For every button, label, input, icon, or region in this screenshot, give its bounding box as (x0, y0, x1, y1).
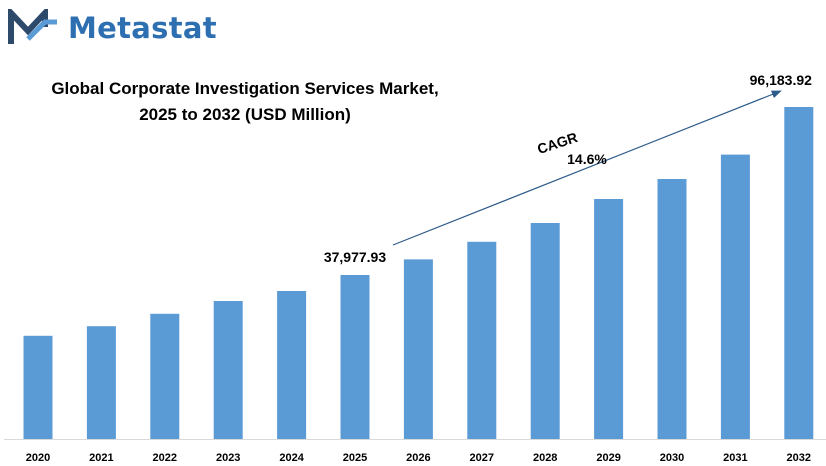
bar-2029 (594, 199, 624, 439)
x-tick-label-2021: 2021 (89, 452, 113, 464)
bar-2030 (657, 179, 687, 439)
bar-2026 (403, 259, 433, 439)
bar-2027 (467, 241, 497, 439)
metastat-logo-icon (8, 9, 57, 44)
bar-2028 (530, 223, 560, 439)
end-value-label: 96,183.92 (750, 72, 812, 88)
x-tick-label-2020: 2020 (26, 452, 50, 464)
x-tick-label-2026: 2026 (406, 452, 430, 464)
start-value-label: 37,977.93 (324, 249, 386, 265)
x-tick-label-2027: 2027 (470, 452, 494, 464)
x-tick-label-2032: 2032 (787, 452, 811, 464)
x-tick-label-2025: 2025 (343, 452, 367, 464)
x-tick-label-2024: 2024 (279, 452, 304, 464)
chart-title-line-2: 2025 to 2032 (USD Million) (139, 105, 351, 124)
x-tick-label-2023: 2023 (216, 452, 240, 464)
bar-2024 (277, 291, 307, 439)
x-tick-label-2029: 2029 (596, 452, 620, 464)
chart-title: Global Corporate Investigation Services … (20, 76, 470, 128)
chart-title-line-1: Global Corporate Investigation Services … (51, 79, 439, 98)
bar-2025 (340, 275, 370, 439)
brand-name: Metastat (68, 11, 217, 45)
x-tick-label-2028: 2028 (533, 452, 557, 464)
cagr-value-label: 14.6% (567, 151, 607, 167)
bar-2031 (720, 154, 750, 439)
brand-logo: Metastat (8, 8, 217, 48)
bar-2021 (86, 326, 116, 439)
bar-2023 (213, 301, 243, 439)
cagr-trend-arrow (392, 90, 782, 246)
x-tick-label-2030: 2030 (660, 452, 684, 464)
x-tick-label-2022: 2022 (153, 452, 177, 464)
bar-2022 (150, 313, 180, 439)
bar-2020 (23, 335, 53, 439)
bar-2032 (784, 107, 814, 439)
x-tick-label-2031: 2031 (723, 452, 747, 464)
